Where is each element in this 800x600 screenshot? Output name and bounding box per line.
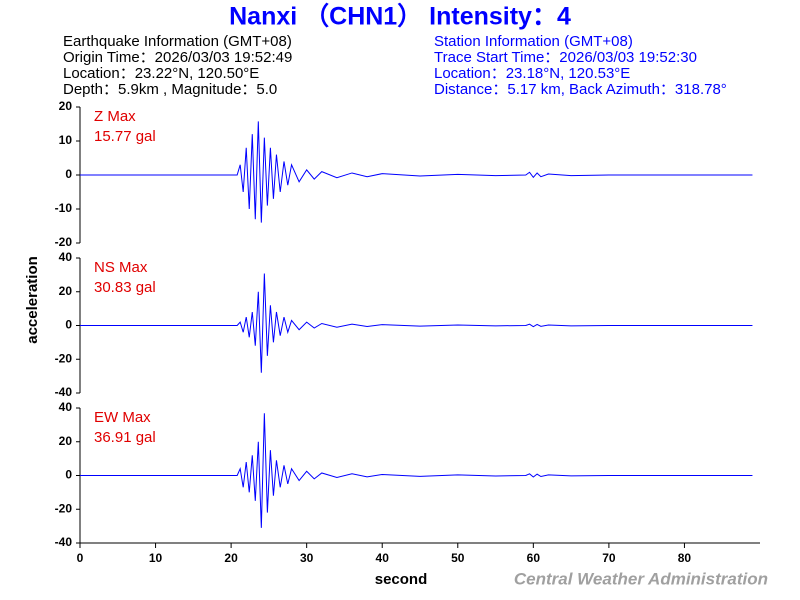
y-tick-label: -40	[55, 535, 73, 549]
max-value: 36.91 gal	[94, 429, 156, 446]
max-value: 30.83 gal	[94, 279, 156, 296]
x-tick-label: 40	[376, 551, 390, 565]
y-tick-label: 0	[65, 318, 72, 332]
x-tick-label: 80	[678, 551, 692, 565]
info-line: Distance：5.17 km, Back Azimuth：318.78°	[434, 81, 727, 98]
info-line: Earthquake Information (GMT+08)	[63, 33, 292, 50]
x-tick-label: 30	[300, 551, 314, 565]
credit: Central Weather Administration	[514, 569, 768, 588]
max-label: Z Max	[94, 108, 136, 125]
y-tick-label: -20	[55, 501, 73, 515]
waveform	[80, 413, 753, 528]
x-tick-label: 20	[224, 551, 238, 565]
max-label: EW Max	[94, 409, 151, 426]
max-value: 15.77 gal	[94, 128, 156, 145]
y-tick-label: 20	[59, 99, 73, 113]
x-tick-label: 60	[527, 551, 541, 565]
y-tick-label: -20	[55, 351, 73, 365]
y-tick-label: 20	[59, 284, 73, 298]
y-tick-label: -40	[55, 385, 73, 399]
info-line: Origin Time：2026/03/03 19:52:49	[63, 49, 292, 66]
x-axis-label: second	[375, 571, 428, 588]
info-line: Location：23.18°N, 120.53°E	[434, 65, 630, 82]
x-tick-label: 0	[77, 551, 84, 565]
info-line: Station Information (GMT+08)	[434, 33, 633, 50]
y-tick-label: 0	[65, 468, 72, 482]
y-axis-label: acceleration	[24, 256, 41, 344]
x-tick-label: 10	[149, 551, 163, 565]
max-label: NS Max	[94, 259, 148, 276]
y-tick-label: 0	[65, 167, 72, 181]
chart-title: Nanxi （CHN1） Intensity：4	[229, 2, 571, 31]
y-tick-label: 10	[59, 133, 73, 147]
info-line: Location：23.22°N, 120.50°E	[63, 65, 259, 82]
x-tick-label: 70	[602, 551, 616, 565]
info-line: Trace Start Time：2026/03/03 19:52:30	[434, 49, 697, 66]
y-tick-label: 40	[59, 400, 73, 414]
x-tick-label: 50	[451, 551, 465, 565]
y-tick-label: 20	[59, 434, 73, 448]
y-tick-label: -10	[55, 201, 73, 215]
waveform	[80, 121, 753, 223]
info-line: Depth：5.9km , Magnitude：5.0	[63, 81, 277, 98]
waveform	[80, 273, 753, 373]
y-tick-label: 40	[59, 250, 73, 264]
y-tick-label: -20	[55, 235, 73, 249]
